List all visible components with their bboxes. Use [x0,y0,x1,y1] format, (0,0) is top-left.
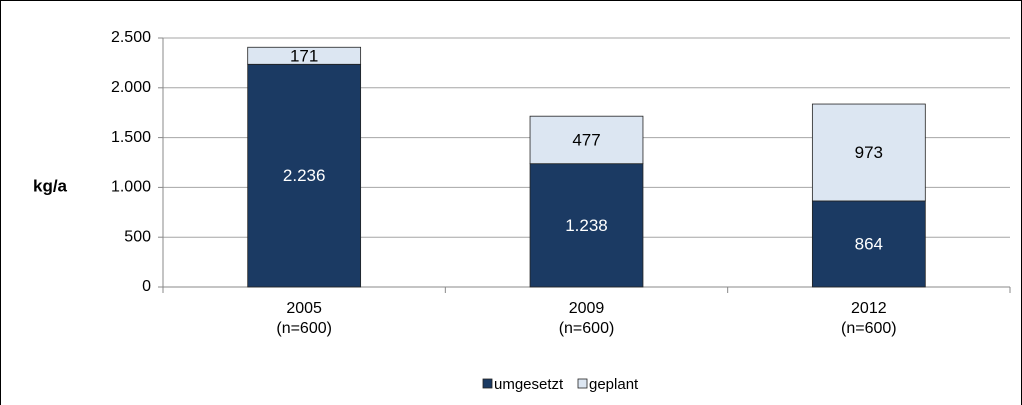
x-tick-label: 2012 (n=600) [841,300,897,337]
y-tick-label: 2.000 [111,79,151,96]
y-axis-label: kg/a [33,176,68,195]
y-tick-label: 1.500 [111,129,151,146]
data-label: 2.236 [283,166,326,185]
bar-segment [529,163,644,288]
x-tick-label: 2009 (n=600) [559,300,615,337]
data-label: 171 [290,46,318,65]
bar-segment [811,103,926,202]
y-tick-label: 500 [124,228,151,245]
y-tick-label: 2.500 [111,29,151,46]
x-tick-label: 2005 (n=600) [276,300,332,337]
y-tick-label: 1.000 [111,179,151,196]
legend-label: geplant [589,376,639,393]
legend-swatch [577,378,588,389]
data-label: 1.238 [565,216,608,235]
bar-segment [247,46,362,65]
data-label: 477 [572,130,600,149]
legend-label: umgesetzt [494,376,564,393]
data-label: 864 [855,234,883,253]
bar-segment [529,115,644,165]
y-tick-label: 0 [142,278,151,295]
data-label: 973 [855,143,883,162]
legend-swatch [482,378,493,389]
